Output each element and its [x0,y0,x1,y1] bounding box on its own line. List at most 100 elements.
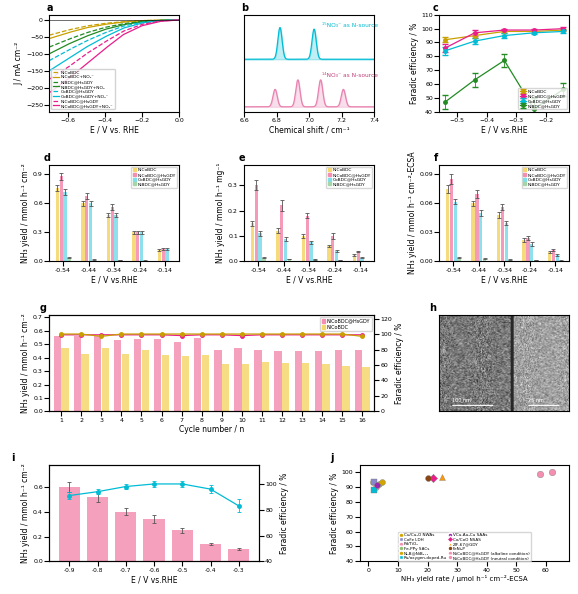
Text: 25 nm: 25 nm [528,398,544,403]
Bar [222,364,229,412]
Bar [275,351,281,412]
Bar [342,366,350,412]
Bar [194,337,202,412]
Bar [181,356,189,412]
Bar [107,215,110,261]
Text: ¹⁴NO₃⁻ as N-source: ¹⁴NO₃⁻ as N-source [323,72,378,78]
Bar [534,260,537,261]
Bar [67,258,71,261]
Bar [251,223,254,261]
Bar [60,176,63,261]
Text: j: j [330,453,334,463]
Bar [353,255,356,261]
Bar [158,250,161,261]
Bar [174,342,181,412]
Bar [134,339,141,412]
Bar [450,179,453,261]
Legend: NiCoBDC, NiCoBDC@HsGDY, CoBDC@HsGDY, NiBDC@HsGDY: NiCoBDC, NiCoBDC@HsGDY, CoBDC@HsGDY, NiB… [521,167,567,188]
Bar [242,364,249,412]
Bar [552,250,555,261]
Point [374,479,383,489]
Legend: NiCoBDC, NiCoBDC@HsGDY, CoBDC@HsGDY, NiBDC@HsGDY: NiCoBDC, NiCoBDC@HsGDY, CoBDC@HsGDY, NiB… [518,89,567,109]
Y-axis label: NH₃ yield / mmol h⁻¹ mg⁻¹: NH₃ yield / mmol h⁻¹ mg⁻¹ [216,163,225,263]
Bar [255,185,258,261]
Y-axis label: Faradic efficiency / %: Faradic efficiency / % [330,472,339,554]
Bar [335,350,342,412]
Bar [200,544,221,561]
Y-axis label: Faradic efficiency / %: Faradic efficiency / % [410,23,418,104]
Legend: NiCoBDC@HsGDY, NiCoBDC: NiCoBDC@HsGDY, NiCoBDC [320,317,372,331]
Bar [115,511,136,561]
Bar [357,251,360,261]
Text: 100 nm: 100 nm [452,398,471,403]
Bar [58,487,80,561]
Point [547,467,556,477]
X-axis label: E / V vs.RHE: E / V vs.RHE [481,125,528,135]
Y-axis label: NH₃ yield / mmol h⁻¹ cm⁻²: NH₃ yield / mmol h⁻¹ cm⁻² [21,463,30,563]
Bar [457,258,461,261]
Text: c: c [433,3,439,13]
Bar [154,339,161,412]
Bar [92,260,96,261]
Text: h: h [429,303,436,313]
Bar [314,351,322,412]
Bar [548,252,551,261]
Bar [94,336,101,412]
Bar [121,353,129,412]
Bar [276,231,280,261]
Bar [446,189,449,261]
Bar [172,530,193,561]
Bar [497,215,500,261]
Bar [309,242,313,261]
Point [369,485,379,495]
Bar [142,350,149,412]
Y-axis label: NH₃ yield / mmol h⁻¹ cm⁻²: NH₃ yield / mmol h⁻¹ cm⁻² [21,313,30,413]
Text: a: a [46,3,53,13]
Bar [262,258,266,261]
Bar [87,497,108,561]
Point [368,478,377,487]
Legend: NiCoBDC, NiCoBDC@HsGDY, CoBDC@HsGDY, NiBDC@HsGDY: NiCoBDC, NiCoBDC@HsGDY, CoBDC@HsGDY, NiB… [327,167,372,188]
Bar [509,260,512,261]
Bar [136,232,139,261]
Bar [323,364,329,412]
X-axis label: E / V vs.RHE: E / V vs.RHE [91,276,138,285]
Bar [61,348,69,412]
Bar [165,249,169,261]
Legend: NiCoBDC, NiCoBDC+NO₃⁻, NiBDC@HsGDY, NiBDC@HsGDY+NO₃, CoBDC@HsGDY, CoBDC@HsGDY+NO: NiCoBDC, NiCoBDC+NO₃⁻, NiBDC@HsGDY, NiBD… [51,69,114,109]
Bar [526,238,529,261]
Bar [361,258,364,261]
Point [370,478,379,487]
Legend: Cu/Cu₂O NWAs, CoFe LDH, Pd/TiO₂, Fe-PPy SACs, Ni₃B@NiB₂₊ₓ, Ru/oxygen-doped-Ru, V: Cu/Cu₂O NWAs, CoFe LDH, Pd/TiO₂, Fe-PPy … [398,532,531,561]
Bar [202,355,209,412]
X-axis label: Chemical shift / cm⁻¹: Chemical shift / cm⁻¹ [269,125,350,135]
Bar [54,336,61,412]
Bar [523,240,526,261]
Bar [288,259,291,261]
Bar [280,206,283,261]
Point [438,472,447,481]
Bar [114,340,121,412]
Bar [501,207,504,261]
Bar [81,353,88,412]
Bar [262,362,269,412]
Point [429,473,438,483]
X-axis label: E / V vs.RHE: E / V vs.RHE [131,576,177,584]
Point [371,482,380,492]
Bar [162,249,165,261]
Bar [118,260,121,261]
X-axis label: NH₃ yield rate / µmol h⁻¹ cm⁻²-ECSA: NH₃ yield rate / µmol h⁻¹ cm⁻²-ECSA [401,576,528,582]
Bar [140,232,143,261]
Point [535,469,544,478]
Bar [132,232,136,261]
Bar [284,239,287,261]
X-axis label: Cycle number / n: Cycle number / n [179,425,244,434]
Point [377,478,386,487]
Bar [306,216,309,261]
Text: e: e [239,153,246,163]
Bar [302,363,309,412]
Text: b: b [242,3,249,13]
Bar [483,258,486,261]
Bar [454,201,457,261]
Bar [162,355,169,412]
